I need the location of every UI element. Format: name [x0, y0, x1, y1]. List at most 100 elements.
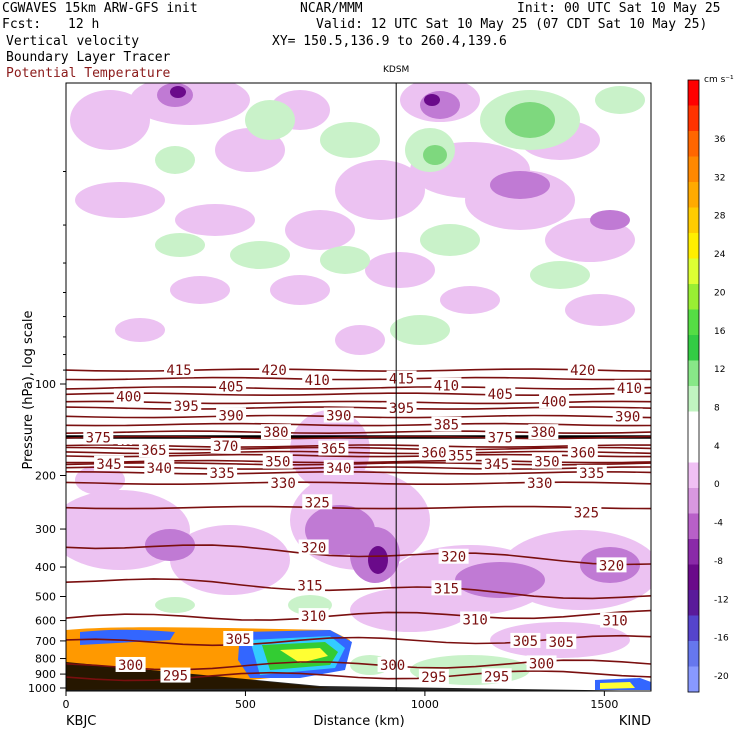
theta-label-375: 375: [86, 431, 111, 447]
theta-label-bg: [302, 371, 333, 387]
theta-label-300: 300: [380, 658, 405, 674]
theta-contour-390: [66, 414, 651, 419]
theta-label-bg: [614, 379, 645, 395]
y-tick-label: 1000: [28, 682, 56, 695]
y-tick-label: 300: [35, 523, 56, 536]
colorbar-swatch: [688, 564, 699, 591]
colorbar-tick-label: 0: [714, 480, 720, 490]
xy-range: XY= 150.5,136.9 to 260.4,139.6: [272, 34, 507, 49]
theta-label-bg: [418, 444, 449, 460]
colorbar-tick-label: -16: [714, 634, 729, 644]
y-tick-label: 700: [35, 635, 56, 648]
colorbar-tick-label: 28: [714, 212, 726, 222]
theta-contour-325: [66, 505, 651, 510]
theta-label-390: 390: [218, 409, 243, 425]
theta-label-bg: [418, 668, 449, 684]
theta-label-315: 315: [297, 578, 322, 594]
colorbar-swatch: [688, 233, 699, 259]
theta-label-bg: [445, 447, 476, 463]
colorbar-unit: cm s⁻¹: [704, 75, 734, 85]
theta-label-bg: [260, 424, 291, 440]
x-tick-label: 500: [235, 698, 256, 711]
colorbar-swatch: [688, 488, 699, 514]
theta-label-350: 350: [534, 455, 559, 471]
theta-label-420: 420: [262, 363, 287, 379]
theta-label-bg: [83, 429, 114, 445]
theta-label-295: 295: [484, 669, 509, 685]
theta-label-340: 340: [147, 461, 172, 477]
theta-label-bg: [323, 407, 354, 423]
fcst-label: Fcst:: [2, 17, 42, 32]
theta-label-bg: [210, 438, 241, 454]
plot-frame: [65, 82, 652, 692]
theta-label-420: 420: [570, 363, 595, 379]
theta-label-345: 345: [96, 457, 121, 473]
theta-label-380: 380: [263, 425, 288, 441]
colorbar-frame: [687, 79, 700, 693]
theta-label-320: 320: [441, 550, 466, 566]
theta-label-390: 390: [615, 410, 640, 426]
colorbar-swatch: [688, 666, 699, 693]
colorbar-swatch: [688, 641, 699, 667]
theta-label-bg: [94, 455, 125, 471]
theta-label-bg: [113, 388, 144, 404]
theta-label-bg: [567, 362, 598, 378]
theta-label-bg: [138, 442, 169, 458]
field-boundary-layer-tracer: Boundary Layer Tracer: [6, 50, 171, 65]
valid-time: Valid: 12 UTC Sat 10 May 25 (07 CDT Sat …: [316, 17, 708, 32]
theta-label-bg: [576, 464, 607, 480]
theta-label-300: 300: [529, 656, 554, 672]
theta-label-305: 305: [226, 632, 251, 648]
theta-label-bg: [485, 429, 516, 445]
theta-label-bg: [612, 408, 643, 424]
colorbar-swatch: [688, 80, 699, 106]
x-tick-label: 1500: [590, 698, 618, 711]
theta-contour-320: [66, 544, 651, 566]
theta-label-bg: [431, 377, 462, 393]
theta-label-bg: [268, 475, 299, 491]
x-tick-label: 0: [63, 698, 70, 711]
theta-label-bg: [481, 668, 512, 684]
y-tick-label: 400: [35, 561, 56, 574]
colorbar-swatch: [688, 131, 699, 157]
colorbar-swatch: [688, 590, 699, 616]
theta-label-bg: [596, 557, 627, 573]
tropopause-label-180: 180: [117, 438, 134, 447]
field-potential-temperature: Potential Temperature: [6, 66, 171, 81]
theta-label-bg: [115, 656, 146, 672]
colorbar-swatch: [688, 284, 699, 310]
theta-contour-labels: 420 420 415 415 410 410 410 405 405 400 400 395 395 3…: [83, 362, 645, 686]
vertical-velocity-shading: [66, 83, 651, 691]
theta-label-bg: [171, 397, 202, 413]
colorbar-swatch: [688, 105, 699, 132]
theta-label-bg: [262, 453, 293, 469]
theta-label-335: 335: [579, 466, 604, 482]
x-tick-label: 1000: [411, 698, 439, 711]
colorbar-swatch: [688, 182, 699, 208]
colorbar-tick-label: -8: [714, 557, 723, 567]
theta-label-bg: [510, 632, 541, 648]
theta-label-bg: [481, 455, 512, 471]
theta-label-305: 305: [513, 634, 538, 650]
theta-label-375: 375: [488, 431, 513, 447]
colorbar-tick-label: 36: [714, 135, 726, 145]
x-axis-label: Distance (km): [313, 714, 404, 729]
theta-label-370: 370: [213, 439, 238, 455]
theta-label-335: 335: [209, 466, 234, 482]
y-tick-label: 100: [35, 378, 56, 391]
colorbar-swatch: [688, 539, 699, 565]
y-tick-label: 500: [35, 590, 56, 603]
theta-label-360: 360: [421, 445, 446, 461]
org-label: NCAR/MMM: [300, 1, 363, 16]
theta-label-320: 320: [599, 558, 624, 574]
theta-label-360: 360: [570, 445, 595, 461]
tropopause-labels: 180 150 150: [117, 438, 484, 447]
colorbar-swatch: [688, 462, 699, 489]
theta-label-bg: [524, 475, 555, 491]
colorbar-swatch: [688, 386, 699, 412]
theta-label-bg: [526, 655, 557, 671]
colorbar-swatch: [688, 360, 699, 387]
colorbar-tick-label: -12: [714, 595, 729, 605]
theta-label-bg: [295, 577, 326, 593]
theta-label-330: 330: [270, 476, 295, 492]
